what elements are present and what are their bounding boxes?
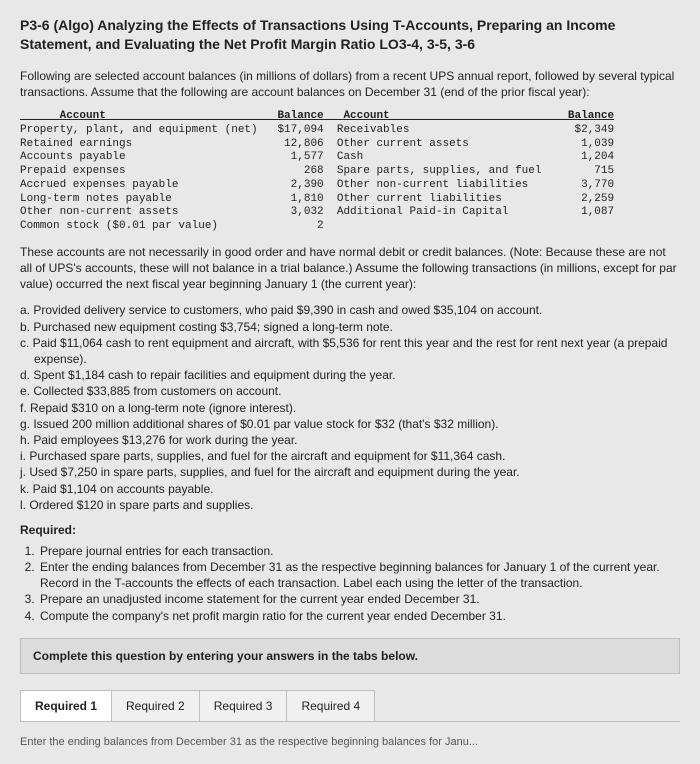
required-list: Prepare journal entries for each transac… <box>20 543 680 624</box>
required-item: Prepare journal entries for each transac… <box>38 543 680 559</box>
transaction-item: k. Paid $1,104 on accounts payable. <box>20 481 680 497</box>
required-item: Compute the company's net profit margin … <box>38 608 680 624</box>
transaction-item: i. Purchased spare parts, supplies, and … <box>20 448 680 464</box>
accounts-table: Account Balance Account Balance Property… <box>20 110 680 234</box>
tab-required-1[interactable]: Required 1 <box>20 690 112 721</box>
intro-paragraph: Following are selected account balances … <box>20 68 680 100</box>
tab-required-2[interactable]: Required 2 <box>111 690 200 721</box>
tabs-bar: Required 1Required 2Required 3Required 4 <box>20 690 680 722</box>
tab-instruction: Complete this question by entering your … <box>20 638 680 674</box>
transaction-item: a. Provided delivery service to customer… <box>20 302 680 318</box>
transaction-item: b. Purchased new equipment costing $3,75… <box>20 319 680 335</box>
transaction-item: d. Spent $1,184 cash to repair facilitie… <box>20 367 680 383</box>
cutoff-footer: Enter the ending balances from December … <box>20 736 680 748</box>
note-paragraph: These accounts are not necessarily in go… <box>20 244 680 293</box>
page-title: P3-6 (Algo) Analyzing the Effects of Tra… <box>20 16 680 54</box>
transaction-item: g. Issued 200 million additional shares … <box>20 416 680 432</box>
required-label: Required: <box>20 523 680 537</box>
transaction-item: e. Collected $33,885 from customers on a… <box>20 383 680 399</box>
transaction-item: l. Ordered $120 in spare parts and suppl… <box>20 497 680 513</box>
tab-required-4[interactable]: Required 4 <box>286 690 375 721</box>
transaction-item: c. Paid $11,064 cash to rent equipment a… <box>20 335 680 367</box>
transaction-item: j. Used $7,250 in spare parts, supplies,… <box>20 464 680 480</box>
transactions-list: a. Provided delivery service to customer… <box>20 302 680 512</box>
transaction-item: h. Paid employees $13,276 for work durin… <box>20 432 680 448</box>
transaction-item: f. Repaid $310 on a long-term note (igno… <box>20 400 680 416</box>
tab-required-3[interactable]: Required 3 <box>199 690 288 721</box>
required-item: Enter the ending balances from December … <box>38 559 680 591</box>
required-item: Prepare an unadjusted income statement f… <box>38 591 680 607</box>
